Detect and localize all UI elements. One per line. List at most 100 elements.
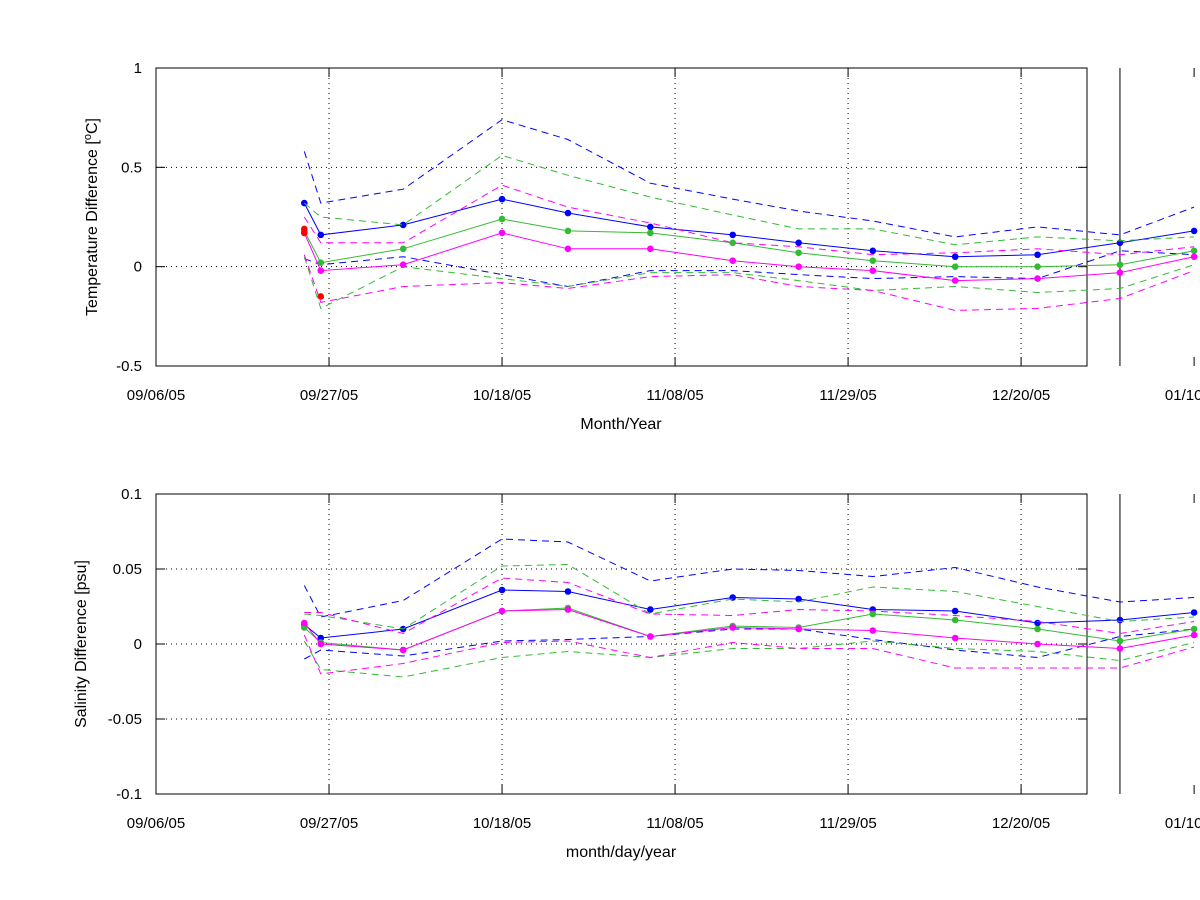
temperature-series-4-line	[303, 154, 1195, 246]
temperature-y-tick-label: 0.5	[121, 159, 142, 176]
salinity-x-axis-label: month/day/year	[566, 844, 677, 861]
salinity-series-6-point	[1116, 645, 1124, 652]
temperature-series-0-point	[498, 195, 506, 203]
salinity-grid	[156, 494, 1087, 794]
salinity-series-6-point	[795, 625, 802, 633]
salinity-x-tick-label: 09/27/05	[300, 815, 358, 832]
salinity-x-tick-label: 09/06/05	[127, 815, 185, 832]
temperature-series-0-point	[317, 231, 325, 239]
temperature-series-6-point	[869, 267, 877, 274]
temperature-series-2-line	[304, 250, 1195, 288]
salinity-ticks	[155, 493, 1195, 795]
temperature-series-6-point	[795, 263, 802, 270]
temperature-y-tick-label: -0.5	[116, 358, 142, 375]
temperature-series-0-point	[951, 253, 959, 261]
salinity-series-3-point	[1190, 625, 1198, 633]
temperature-series-6-point	[729, 257, 737, 265]
salinity-series-6-point	[399, 646, 407, 654]
temperature-x-tick-labels: 09/06/05 09/27/05 10/18/05 11/08/05 11/29/05…	[127, 387, 1200, 404]
salinity-series-6-point	[729, 624, 737, 631]
temperature-series-7-line	[303, 184, 1195, 256]
temperature-y-tick-labels: -0.5 0 0.5 1	[116, 60, 142, 375]
salinity-series-6-point	[564, 606, 572, 613]
salinity-series-6-point	[869, 627, 877, 634]
salinity-series	[301, 538, 1198, 678]
salinity-y-tick-label: 0.05	[113, 561, 142, 578]
salinity-series-6-point	[1190, 631, 1198, 639]
salinity-series-5-line	[303, 640, 1195, 678]
salinity-series-3-point	[869, 610, 877, 618]
temperature-x-tick-label: 11/29/05	[819, 387, 876, 404]
temperature-series-3-point	[317, 259, 325, 266]
temperature-series-3-point	[869, 257, 877, 265]
salinity-x-tick-label: 10/18/05	[473, 815, 531, 832]
salinity-y-tick-labels: -0.1 -0.05 0 0.05 0.1	[108, 486, 142, 803]
temperature-x-tick-label: 01/10/06	[1165, 387, 1200, 404]
salinity-series-0-point	[951, 607, 959, 615]
temperature-ticks	[155, 67, 1195, 367]
salinity-series-6-point	[647, 633, 654, 640]
temperature-series-0-point	[1116, 239, 1124, 247]
salinity-series-6-point	[951, 634, 959, 642]
salinity-y-axis-label: Salinity Difference [psu]	[73, 560, 90, 728]
temperature-x-axis-label: Month/Year	[580, 416, 662, 433]
temperature-series-0-point	[1034, 251, 1041, 259]
temperature-series-8-line	[303, 254, 1195, 311]
salinity-series-8-line	[303, 634, 1195, 675]
temperature-series-3-point	[399, 245, 407, 253]
temperature-series-3-point	[498, 215, 506, 223]
temperature-panel: -0.5 0 0.5 1 09/06/05 09/27/05 10/18/05 11/08/…	[82, 60, 1200, 433]
temperature-grid	[156, 68, 1087, 366]
salinity-series-0-point	[1190, 609, 1198, 616]
salinity-series-6-point	[1034, 640, 1041, 648]
temperature-series-3-point	[1034, 263, 1041, 270]
salinity-series-0-point	[795, 595, 802, 603]
temperature-series-0-point	[647, 223, 654, 231]
temperature-series-3-point	[564, 227, 572, 235]
temperature-series-3-point	[951, 263, 959, 270]
temperature-y-axis-label: Temperature Difference [oC]	[82, 118, 101, 316]
temperature-axes-box	[155, 67, 1088, 367]
temperature-x-tick-label: 12/20/05	[992, 387, 1050, 404]
salinity-series-3-point	[1034, 625, 1041, 633]
temperature-series-0-point	[795, 239, 802, 247]
salinity-series-1-line	[303, 538, 1195, 618]
temperature-series-6-point	[1034, 275, 1041, 282]
temperature-series	[301, 119, 1198, 311]
salinity-series-3-point	[1116, 637, 1124, 645]
temperature-series-6-point	[498, 229, 506, 237]
salinity-y-tick-label: -0.1	[116, 786, 142, 803]
temperature-series-3-point	[1116, 261, 1124, 268]
salinity-x-tick-label: 11/08/05	[646, 815, 703, 832]
salinity-y-tick-label: -0.05	[108, 711, 142, 728]
temperature-series-9-point	[301, 229, 308, 237]
temperature-series-6-point	[1190, 253, 1198, 261]
temperature-y-tick-label: 1	[134, 60, 142, 77]
temperature-y-tick-label: 0	[134, 259, 142, 276]
salinity-series-6-point	[301, 619, 308, 627]
temperature-series-3-point	[647, 229, 654, 237]
salinity-x-tick-labels: 09/06/05 09/27/05 10/18/05 11/08/05 11/29/05…	[127, 815, 1200, 832]
salinity-x-tick-label: 12/20/05	[992, 815, 1050, 832]
salinity-panel: -0.1 -0.05 0 0.05 0.1 09/06/05 09/27/05 10/18/…	[73, 486, 1200, 861]
temperature-series-6-point	[951, 277, 959, 284]
temperature-x-tick-label: 11/08/05	[646, 387, 703, 404]
salinity-series-3-point	[951, 616, 959, 624]
temperature-series-3-point	[1190, 247, 1198, 255]
salinity-y-tick-label: 0.1	[121, 486, 142, 503]
salinity-series-6-point	[498, 607, 506, 615]
temperature-series-6-point	[1116, 269, 1124, 276]
salinity-series-0-point	[647, 606, 654, 613]
temperature-series-0-point	[1190, 227, 1198, 235]
salinity-y-tick-label: 0	[134, 636, 142, 653]
temperature-x-tick-label: 10/18/05	[473, 387, 531, 404]
salinity-series-6-point	[317, 640, 325, 648]
temperature-series-6-point	[647, 245, 654, 253]
temperature-x-tick-label: 09/27/05	[300, 387, 358, 404]
temperature-series-0-point	[564, 209, 572, 217]
salinity-series-0-point	[564, 588, 572, 595]
temperature-x-tick-label: 09/06/05	[127, 387, 185, 404]
temperature-series-6-point	[399, 261, 407, 268]
temperature-series-0-point	[729, 231, 737, 239]
